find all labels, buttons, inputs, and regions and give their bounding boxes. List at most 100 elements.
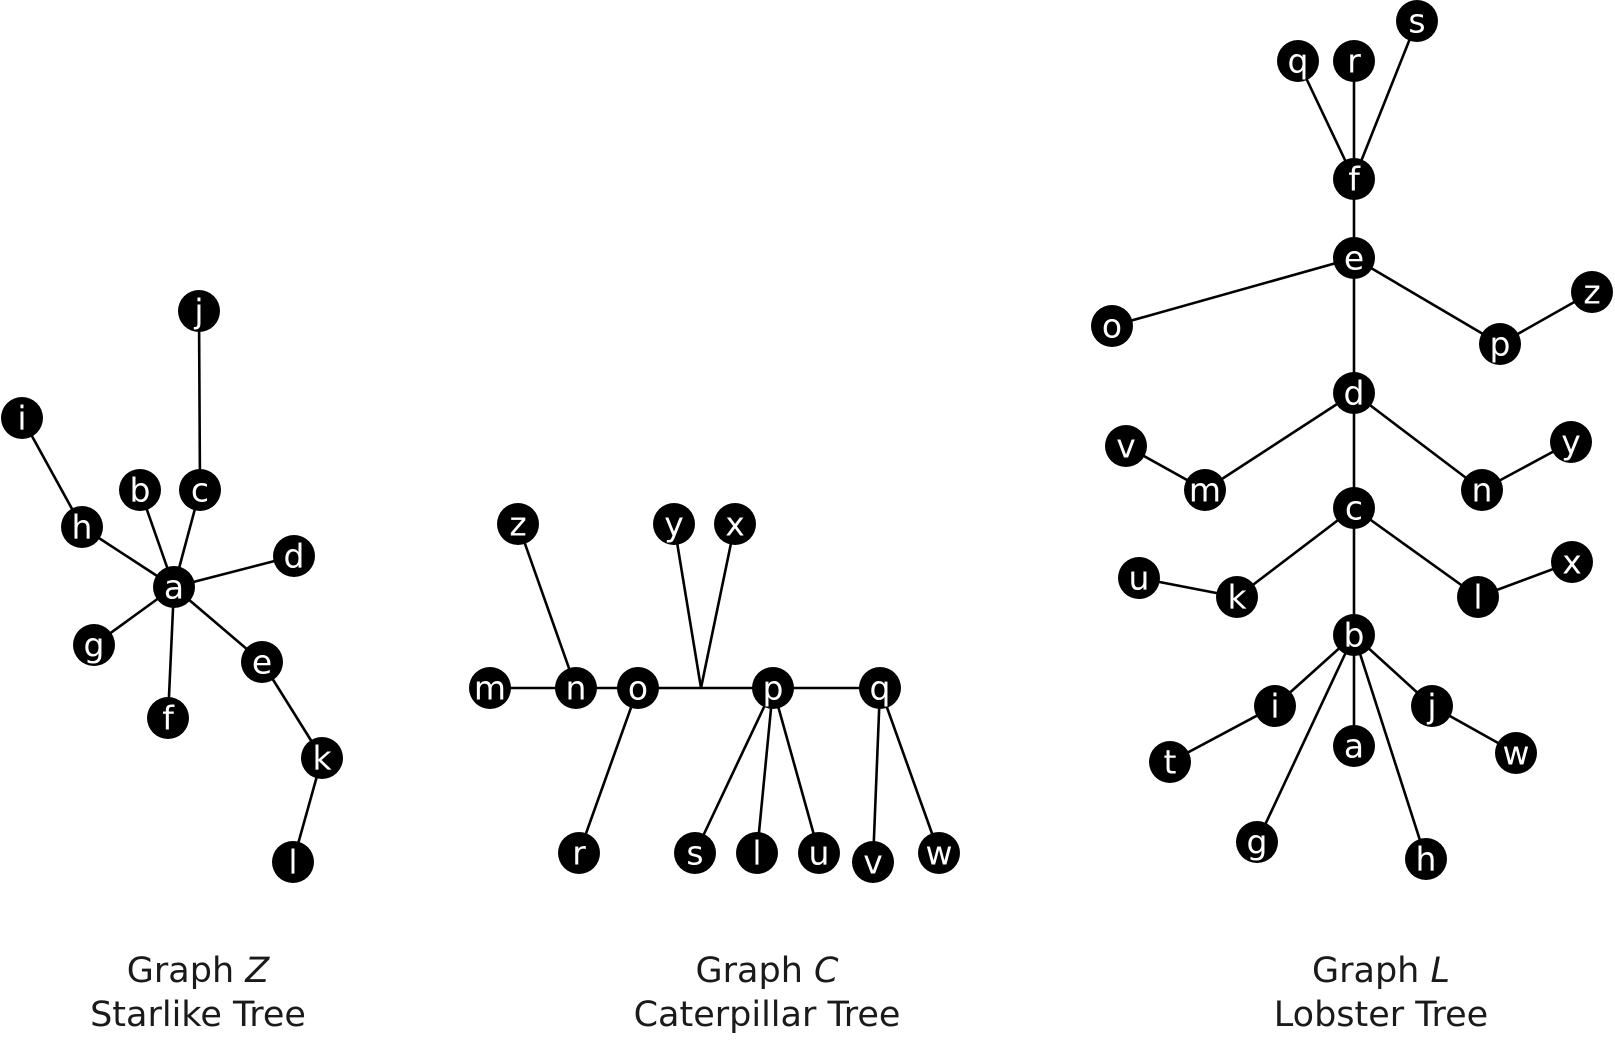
node-circle [1550, 421, 1592, 463]
node-circle [1333, 487, 1375, 529]
node-circle [859, 667, 901, 709]
node-graph-z-a: a [153, 566, 195, 608]
node-circle [1405, 838, 1447, 880]
node-circle [61, 506, 103, 548]
node-graph-c-x: x [714, 503, 756, 545]
caption-graph-c: Graph C Caterpillar Tree [567, 949, 967, 1037]
node-graph-z-h: h [61, 506, 103, 548]
node-circle [301, 737, 343, 779]
node-circle [1571, 271, 1613, 313]
node-circle [558, 832, 600, 874]
node-label: o [628, 669, 648, 708]
node-label: h [1416, 840, 1437, 879]
node-circle [1236, 821, 1278, 863]
node-label: t [1164, 743, 1177, 782]
node-graph-z-j: j [178, 290, 220, 332]
node-label: a [164, 568, 184, 607]
edge-graph-c-p-l [755, 687, 775, 854]
node-graph-l-c: c [1333, 487, 1375, 529]
node-label: x [725, 505, 745, 544]
node-circle [73, 624, 115, 666]
node-graph-z-k: k [301, 737, 343, 779]
node-graph-l-r: r [1333, 40, 1375, 82]
node-graph-l-a: a [1333, 725, 1375, 767]
node-graph-z-d: d [273, 535, 315, 577]
edge-graph-c-o-x [699, 523, 737, 689]
node-label: l [1473, 578, 1482, 617]
edge-graph-c-o-r [577, 687, 640, 854]
node-graph-c-v: v [852, 841, 894, 883]
node-circle [714, 503, 756, 545]
node-circle [1461, 469, 1503, 511]
node-graph-l-q: q [1277, 40, 1319, 82]
node-graph-c-w: w [918, 832, 960, 874]
node-graph-l-s: s [1396, 0, 1438, 42]
node-circle [555, 667, 597, 709]
node-circle [1333, 40, 1375, 82]
edge-graph-z-c-j [197, 310, 202, 491]
node-graph-l-y: y [1550, 421, 1592, 463]
caption-graph-l-subtitle: Lobster Tree [1273, 995, 1489, 1035]
node-graph-c-u: u [798, 832, 840, 874]
edge-graph-z-a-f [166, 586, 176, 719]
node-graph-l-w: w [1495, 732, 1537, 774]
node-label: u [1129, 559, 1150, 598]
node-graph-z-l: l [272, 841, 314, 883]
caption-graph-z-subtitle: Starlike Tree [90, 995, 306, 1035]
caption-graph-c-title: Graph C [567, 949, 967, 993]
node-circle [1184, 469, 1226, 511]
node-graph-l-l: l [1457, 576, 1499, 618]
node-circle [147, 697, 189, 739]
edge-graph-l-c-l [1353, 506, 1479, 599]
node-graph-l-z: z [1571, 271, 1613, 313]
node-circle [736, 832, 778, 874]
node-circle [1091, 305, 1133, 347]
node-label: w [1503, 734, 1530, 773]
node-label: c [1345, 489, 1363, 528]
edge-graph-l-d-n [1353, 391, 1483, 492]
node-graph-c-y: y [653, 503, 695, 545]
node-circle [1333, 237, 1375, 279]
node-label: s [686, 834, 703, 873]
node-label: v [1116, 427, 1136, 466]
node-circle [273, 535, 315, 577]
graph-l-nodes: q r s f e o p z d v m n y c u k l x b i t a j w g h [1091, 0, 1613, 880]
edge-graph-c-n-z [516, 523, 578, 689]
node-label: k [1227, 578, 1247, 617]
node-label: g [1247, 823, 1268, 862]
node-label: e [252, 643, 272, 682]
node-circle [1411, 685, 1453, 727]
node-circle [798, 832, 840, 874]
node-graph-l-e: e [1333, 237, 1375, 279]
node-graph-l-o: o [1091, 305, 1133, 347]
node-graph-z-b: b [119, 469, 161, 511]
node-label: g [84, 626, 105, 665]
node-label: e [1344, 239, 1364, 278]
node-circle [119, 469, 161, 511]
caption-graph-z: Graph Z Starlike Tree [0, 949, 398, 1037]
node-circle [1457, 576, 1499, 618]
node-graph-l-n: n [1461, 469, 1503, 511]
node-label: i [1270, 687, 1279, 726]
edge-graph-l-c-k [1236, 506, 1355, 599]
node-label: z [509, 505, 526, 544]
node-label: v [863, 843, 883, 882]
node-graph-l-t: t [1149, 741, 1191, 783]
node-label: k [312, 739, 332, 778]
edge-graph-l-d-m [1204, 391, 1355, 492]
node-graph-l-p: p [1479, 323, 1521, 365]
edge-graph-l-b-h [1352, 634, 1428, 860]
edge-graph-l-f-s [1352, 20, 1419, 180]
node-circle [1216, 576, 1258, 618]
node-circle [153, 566, 195, 608]
edge-graph-c-o-y [672, 523, 703, 689]
node-graph-c-s: s [674, 832, 716, 874]
node-label: l [752, 834, 761, 873]
node-circle [852, 841, 894, 883]
node-graph-l-i: i [1254, 685, 1296, 727]
node-graph-c-q: q [859, 667, 901, 709]
node-circle [272, 841, 314, 883]
node-label: a [1344, 727, 1364, 766]
